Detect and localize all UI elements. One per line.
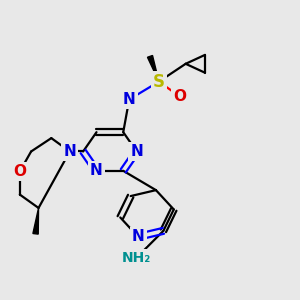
Text: N: N [90,163,103,178]
Polygon shape [148,56,159,82]
Text: O: O [13,164,26,179]
Text: N: N [123,92,136,107]
Polygon shape [33,208,38,234]
Text: O: O [173,89,186,104]
Text: N: N [130,144,143,159]
Text: N: N [132,229,145,244]
Text: N: N [63,144,76,159]
Text: NH₂: NH₂ [122,250,151,265]
Text: S: S [153,73,165,91]
